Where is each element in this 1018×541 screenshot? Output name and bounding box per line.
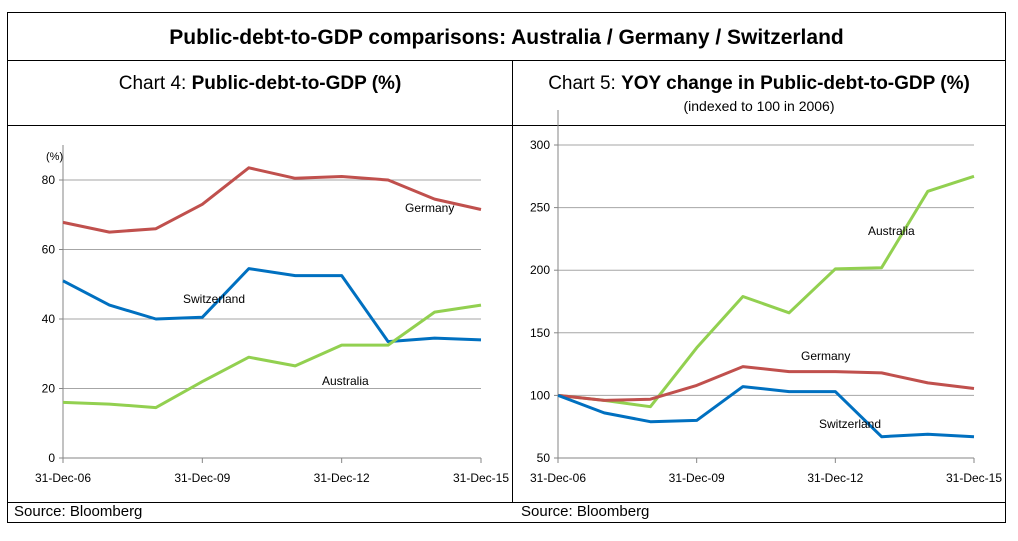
chart4-series-australia bbox=[62, 303, 482, 410]
chart4-y-tick-label: 0 bbox=[48, 451, 55, 465]
chart5-series-switzerland bbox=[557, 385, 975, 439]
chart5-x-tick-label: 31-Dec-06 bbox=[530, 471, 586, 485]
chart5-y-tick-label: 300 bbox=[530, 138, 550, 152]
chart4-y-tick-label: 40 bbox=[42, 312, 56, 326]
chart5-title-text: YOY change in Public-debt-to-GDP (%) bbox=[621, 73, 970, 94]
chart4-x-tick-label: 31-Dec-09 bbox=[174, 471, 230, 485]
chart4-title: Chart 4: Public-debt-to-GDP (%) bbox=[7, 73, 513, 95]
chart4-x-tick-label: 31-Dec-15 bbox=[453, 471, 509, 485]
chart4-x-tick-label: 31-Dec-12 bbox=[314, 471, 370, 485]
page-title: Public-debt-to-GDP comparisons: Australi… bbox=[169, 26, 844, 49]
chart5-label-switzerland: Switzerland bbox=[819, 417, 881, 431]
chart5-subtitle: (indexed to 100 in 2006) bbox=[683, 98, 835, 114]
chart4-y-axis-label: (%) bbox=[46, 151, 63, 163]
chart4-y-tick-label: 20 bbox=[42, 382, 56, 396]
chart4-label-australia: Australia bbox=[322, 374, 369, 388]
chart5-series-germany bbox=[557, 365, 975, 402]
chart4-prefix: Chart 4: bbox=[118, 73, 192, 94]
chart5-y-tick-label: 50 bbox=[537, 451, 551, 465]
chart5-prefix: Chart 5: bbox=[548, 73, 622, 94]
chart4-y-tick-label: 60 bbox=[42, 243, 56, 257]
chart4-series-germany bbox=[62, 166, 482, 234]
chart4-label-germany: Germany bbox=[405, 201, 454, 215]
chart5-y-tick-label: 100 bbox=[530, 388, 550, 402]
chart5-label-australia: Australia bbox=[868, 224, 915, 238]
chart5-source: Source: Bloomberg bbox=[521, 503, 650, 520]
chart5-label-germany: Germany bbox=[801, 349, 850, 363]
chart5-x-tick-label: 31-Dec-09 bbox=[669, 471, 725, 485]
chart5-y-tick-label: 150 bbox=[530, 326, 550, 340]
chart5-x-tick-label: 31-Dec-12 bbox=[807, 471, 863, 485]
chart4-source: Source: Bloomberg bbox=[14, 503, 143, 520]
chart4-label-switzerland: Switzerland bbox=[183, 292, 245, 306]
chart5-series-australia bbox=[557, 174, 975, 409]
chart4-x-tick-label: 31-Dec-06 bbox=[35, 471, 91, 485]
chart4-title-text: Public-debt-to-GDP (%) bbox=[191, 73, 402, 94]
chart4-series-switzerland bbox=[62, 267, 482, 344]
chart5-panel bbox=[512, 125, 1006, 503]
chart5-y-tick-label: 200 bbox=[530, 263, 550, 277]
chart5-y-tick-label: 250 bbox=[530, 201, 550, 215]
chart4-y-tick-label: 80 bbox=[42, 173, 56, 187]
chart5-x-tick-label: 31-Dec-15 bbox=[946, 471, 1002, 485]
chart5-title: Chart 5: YOY change in Public-debt-to-GD… bbox=[512, 73, 1006, 95]
